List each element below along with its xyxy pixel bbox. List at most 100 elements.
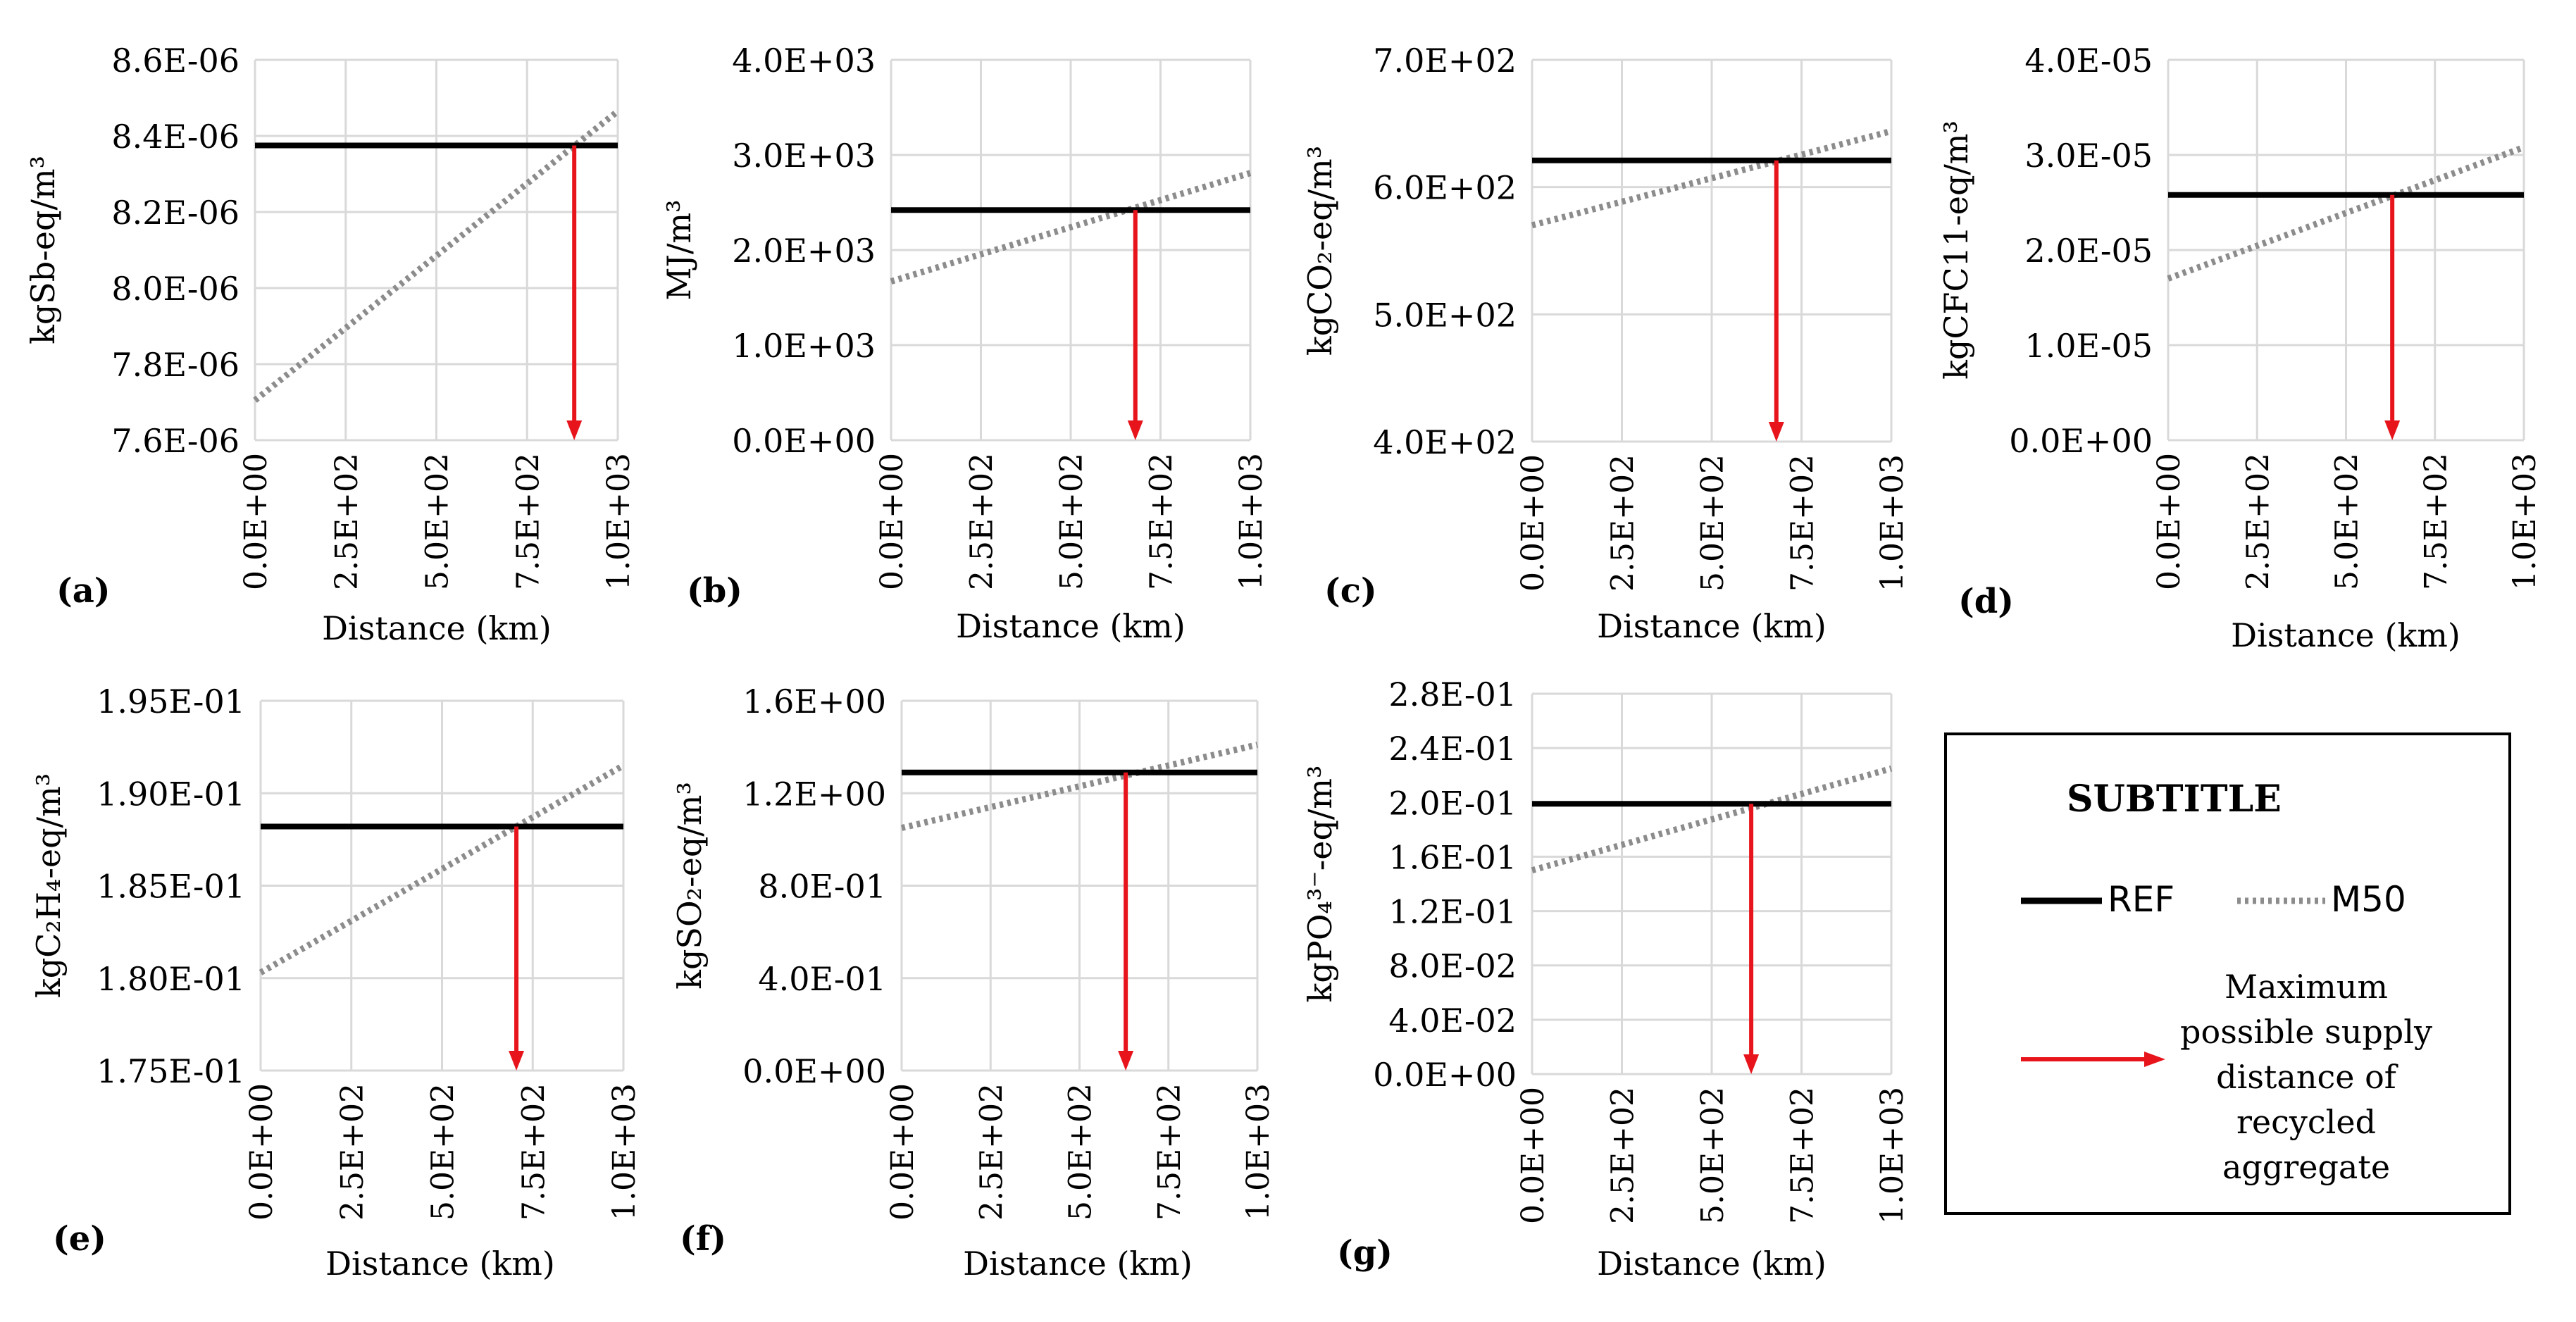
x-tick-label: 2.5E+02 xyxy=(964,453,1000,590)
max-distance-arrowhead xyxy=(509,1051,525,1071)
y-axis-label: kgSb-eq/m³ xyxy=(24,156,62,344)
y-tick-label: 7.6E-06 xyxy=(111,422,239,460)
panel-label: (a) xyxy=(56,571,111,611)
x-tick-label: 5.0E+02 xyxy=(1695,454,1731,592)
x-tick-label: 1.0E+03 xyxy=(1874,454,1910,592)
panel-label: (b) xyxy=(687,571,742,611)
max-distance-arrowhead xyxy=(1743,1054,1760,1074)
series-m50-line xyxy=(2167,144,2525,282)
chart-panel-3: 4.0E+02 5.0E+02 6.0E+02 7.0E+02 0.0E+00 2.5E+… xyxy=(1301,42,1910,645)
x-tick-label: 7.5E+02 xyxy=(516,1083,552,1221)
x-tick-label: 7.5E+02 xyxy=(2418,453,2454,590)
x-tick-label: 5.0E+02 xyxy=(420,453,456,590)
series-m50-line xyxy=(890,170,1252,285)
chart-panel-2: 0.0E+00 1.0E+03 2.0E+03 3.0E+03 4.0E+03 0.0E+… xyxy=(660,42,1269,645)
max-distance-arrowhead xyxy=(1118,1051,1134,1071)
x-tick-label: 1.0E+03 xyxy=(1233,453,1269,590)
legend-arrow-label: Maximum possible supply distance of recy… xyxy=(2180,968,2432,1186)
y-tick-label: 8.0E-01 xyxy=(758,868,886,906)
y-tick-label: 1.2E+00 xyxy=(742,775,886,813)
x-tick-label: 0.0E+00 xyxy=(244,1083,280,1221)
y-axis-label: kgC₂H₄-eq/m³ xyxy=(30,773,68,998)
y-tick-label: 8.6E-06 xyxy=(111,42,239,80)
x-axis-label: Distance (km) xyxy=(956,607,1186,645)
legend-m50-swatch xyxy=(2237,897,2325,904)
x-tick-label: 1.0E+03 xyxy=(1240,1083,1276,1221)
y-tick-label: 4.0E+02 xyxy=(1373,423,1517,461)
y-tick-label: 1.6E+00 xyxy=(742,682,886,721)
y-tick-label: 4.0E+03 xyxy=(732,42,876,80)
x-tick-label: 2.5E+02 xyxy=(1605,454,1641,592)
x-tick-label: 1.0E+03 xyxy=(606,1083,642,1221)
x-tick-label: 5.0E+02 xyxy=(2329,453,2365,590)
chart-panel-6: 0.0E+00 4.0E-01 8.0E-01 1.2E+00 1.6E+00 0.0E+… xyxy=(671,682,1276,1283)
x-tick-label: 1.0E+03 xyxy=(1874,1087,1910,1224)
y-axis-label: MJ/m³ xyxy=(660,199,698,300)
y-tick-label: 1.0E-05 xyxy=(2024,327,2153,365)
y-tick-label: 1.90E-01 xyxy=(97,775,245,813)
y-tick-label: 4.0E-01 xyxy=(758,960,886,998)
y-tick-label: 2.0E-01 xyxy=(1388,784,1517,822)
panel-label: (g) xyxy=(1337,1233,1393,1273)
series-m50-line xyxy=(1531,765,1893,874)
y-tick-label: 1.6E-01 xyxy=(1388,838,1517,876)
x-tick-label: 2.5E+02 xyxy=(973,1083,1009,1221)
chart-panel-7: 0.0E+00 4.0E-02 8.0E-02 1.2E-01 1.6E-01 2.0E-… xyxy=(1301,675,1910,1283)
x-tick-label: 0.0E+00 xyxy=(1515,1087,1551,1224)
legend-arrow-swatch xyxy=(2021,1052,2165,1067)
max-distance-arrowhead xyxy=(566,420,583,440)
series-m50-line xyxy=(900,741,1259,831)
legend-ref-swatch xyxy=(2021,897,2102,904)
chart-panel-4: 0.0E+00 1.0E-05 2.0E-05 3.0E-05 4.0E-05 0.0E+… xyxy=(1937,42,2543,654)
x-tick-label: 7.5E+02 xyxy=(1144,453,1180,590)
legend-m50-label: M50 xyxy=(2331,879,2406,920)
y-axis-label: kgCO₂-eq/m³ xyxy=(1301,146,1339,356)
y-axis-label: kgCFC11-eq/m³ xyxy=(1937,120,1975,380)
y-tick-label: 8.0E-06 xyxy=(111,270,239,308)
y-tick-label: 1.75E-01 xyxy=(97,1052,245,1090)
panel-label: (d) xyxy=(1958,582,2014,621)
y-tick-label: 4.0E-02 xyxy=(1388,1002,1517,1040)
max-distance-arrowhead xyxy=(1768,422,1784,442)
y-tick-label: 2.0E-05 xyxy=(2024,232,2153,270)
panel-label: (c) xyxy=(1324,571,1377,611)
legend-ref-label: REF xyxy=(2108,879,2175,920)
y-tick-label: 0.0E+00 xyxy=(732,422,876,460)
x-tick-label: 2.5E+02 xyxy=(2240,453,2276,590)
y-tick-label: 8.0E-02 xyxy=(1388,947,1517,985)
y-tick-label: 1.85E-01 xyxy=(97,868,245,906)
x-tick-label: 2.5E+02 xyxy=(1605,1087,1641,1224)
x-tick-label: 2.5E+02 xyxy=(335,1083,371,1221)
x-axis-label: Distance (km) xyxy=(1597,1245,1827,1283)
x-tick-label: 0.0E+00 xyxy=(885,1083,921,1221)
x-tick-label: 2.5E+02 xyxy=(329,453,365,590)
x-tick-label: 0.0E+00 xyxy=(1515,454,1551,592)
y-tick-label: 6.0E+02 xyxy=(1373,169,1517,207)
y-tick-label: 1.95E-01 xyxy=(97,682,245,721)
y-tick-label: 0.0E+00 xyxy=(742,1052,886,1090)
y-tick-label: 5.0E+02 xyxy=(1373,296,1517,334)
x-axis-label: Distance (km) xyxy=(322,609,552,647)
y-tick-label: 8.4E-06 xyxy=(111,118,239,156)
panel-label: (e) xyxy=(53,1219,106,1259)
x-tick-label: 7.5E+02 xyxy=(1785,1087,1821,1224)
x-tick-label: 5.0E+02 xyxy=(425,1083,461,1221)
x-axis-label: Distance (km) xyxy=(963,1245,1193,1283)
chart-panel-5: 1.75E-01 1.80E-01 1.85E-01 1.90E-01 1.95E-01… xyxy=(30,682,642,1283)
x-tick-label: 0.0E+00 xyxy=(238,453,274,590)
x-tick-label: 5.0E+02 xyxy=(1054,453,1090,590)
x-tick-label: 1.0E+03 xyxy=(601,453,637,590)
x-tick-label: 1.0E+03 xyxy=(2507,453,2543,590)
x-axis-label: Distance (km) xyxy=(325,1245,555,1283)
y-tick-label: 1.80E-01 xyxy=(97,960,245,998)
x-tick-label: 7.5E+02 xyxy=(1785,454,1821,592)
x-axis-label: Distance (km) xyxy=(1597,607,1827,645)
y-tick-label: 1.2E-01 xyxy=(1388,893,1517,931)
legend-box: SUBTITLE REF M50 Maximum possible supply… xyxy=(1944,732,2511,1215)
y-tick-label: 2.8E-01 xyxy=(1388,675,1517,713)
x-tick-label: 0.0E+00 xyxy=(2151,453,2187,590)
x-tick-label: 7.5E+02 xyxy=(1152,1083,1188,1221)
x-tick-label: 7.5E+02 xyxy=(510,453,546,590)
y-tick-label: 4.0E-05 xyxy=(2024,42,2153,80)
y-tick-label: 3.0E+03 xyxy=(732,137,876,175)
